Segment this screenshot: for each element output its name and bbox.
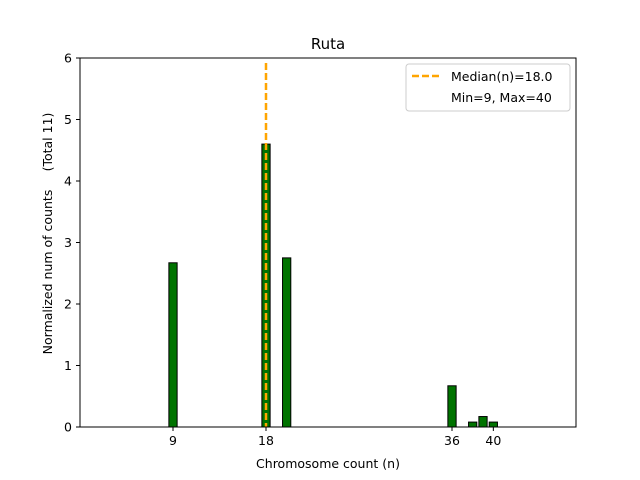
x-axis-label: Chromosome count (n) bbox=[256, 456, 400, 471]
bar-39 bbox=[478, 416, 488, 428]
bar-38 bbox=[468, 421, 478, 428]
plot-area bbox=[79, 57, 577, 428]
x-tick-label-18: 18 bbox=[258, 433, 274, 448]
chart-title: Ruta bbox=[311, 35, 345, 53]
legend-median-label: Median(n)=18.0 bbox=[451, 69, 552, 84]
y-axis-label-group: Normalized num of counts (Total 11) bbox=[40, 113, 55, 355]
legend-box bbox=[405, 63, 571, 112]
bar-36 bbox=[447, 385, 457, 428]
bar-40 bbox=[488, 421, 498, 428]
y-tick-label-1: 1 bbox=[64, 358, 72, 373]
y-tick-label-5: 5 bbox=[64, 112, 72, 127]
y-axis-ticks: 0 1 2 3 4 5 6 bbox=[64, 51, 80, 435]
y-tick-label-6: 6 bbox=[64, 51, 72, 66]
x-tick-label-9: 9 bbox=[169, 433, 177, 448]
bar-20 bbox=[282, 257, 292, 428]
y-axis-label: Normalized num of counts bbox=[40, 190, 55, 355]
x-tick-label-36: 36 bbox=[444, 433, 460, 448]
legend-minmax-label: Min=9, Max=40 bbox=[451, 90, 552, 105]
legend: Median(n)=18.0 Min=9, Max=40 bbox=[405, 63, 571, 112]
bar-9 bbox=[168, 262, 178, 428]
y-tick-label-3: 3 bbox=[64, 235, 72, 250]
x-tick-label-40: 40 bbox=[485, 433, 501, 448]
y-tick-label-4: 4 bbox=[64, 174, 72, 189]
y-tick-label-2: 2 bbox=[64, 297, 72, 312]
x-axis-ticks: 9 18 36 40 bbox=[169, 427, 501, 448]
y-tick-label-0: 0 bbox=[64, 420, 72, 435]
y-axis-label-total: (Total 11) bbox=[40, 113, 55, 172]
